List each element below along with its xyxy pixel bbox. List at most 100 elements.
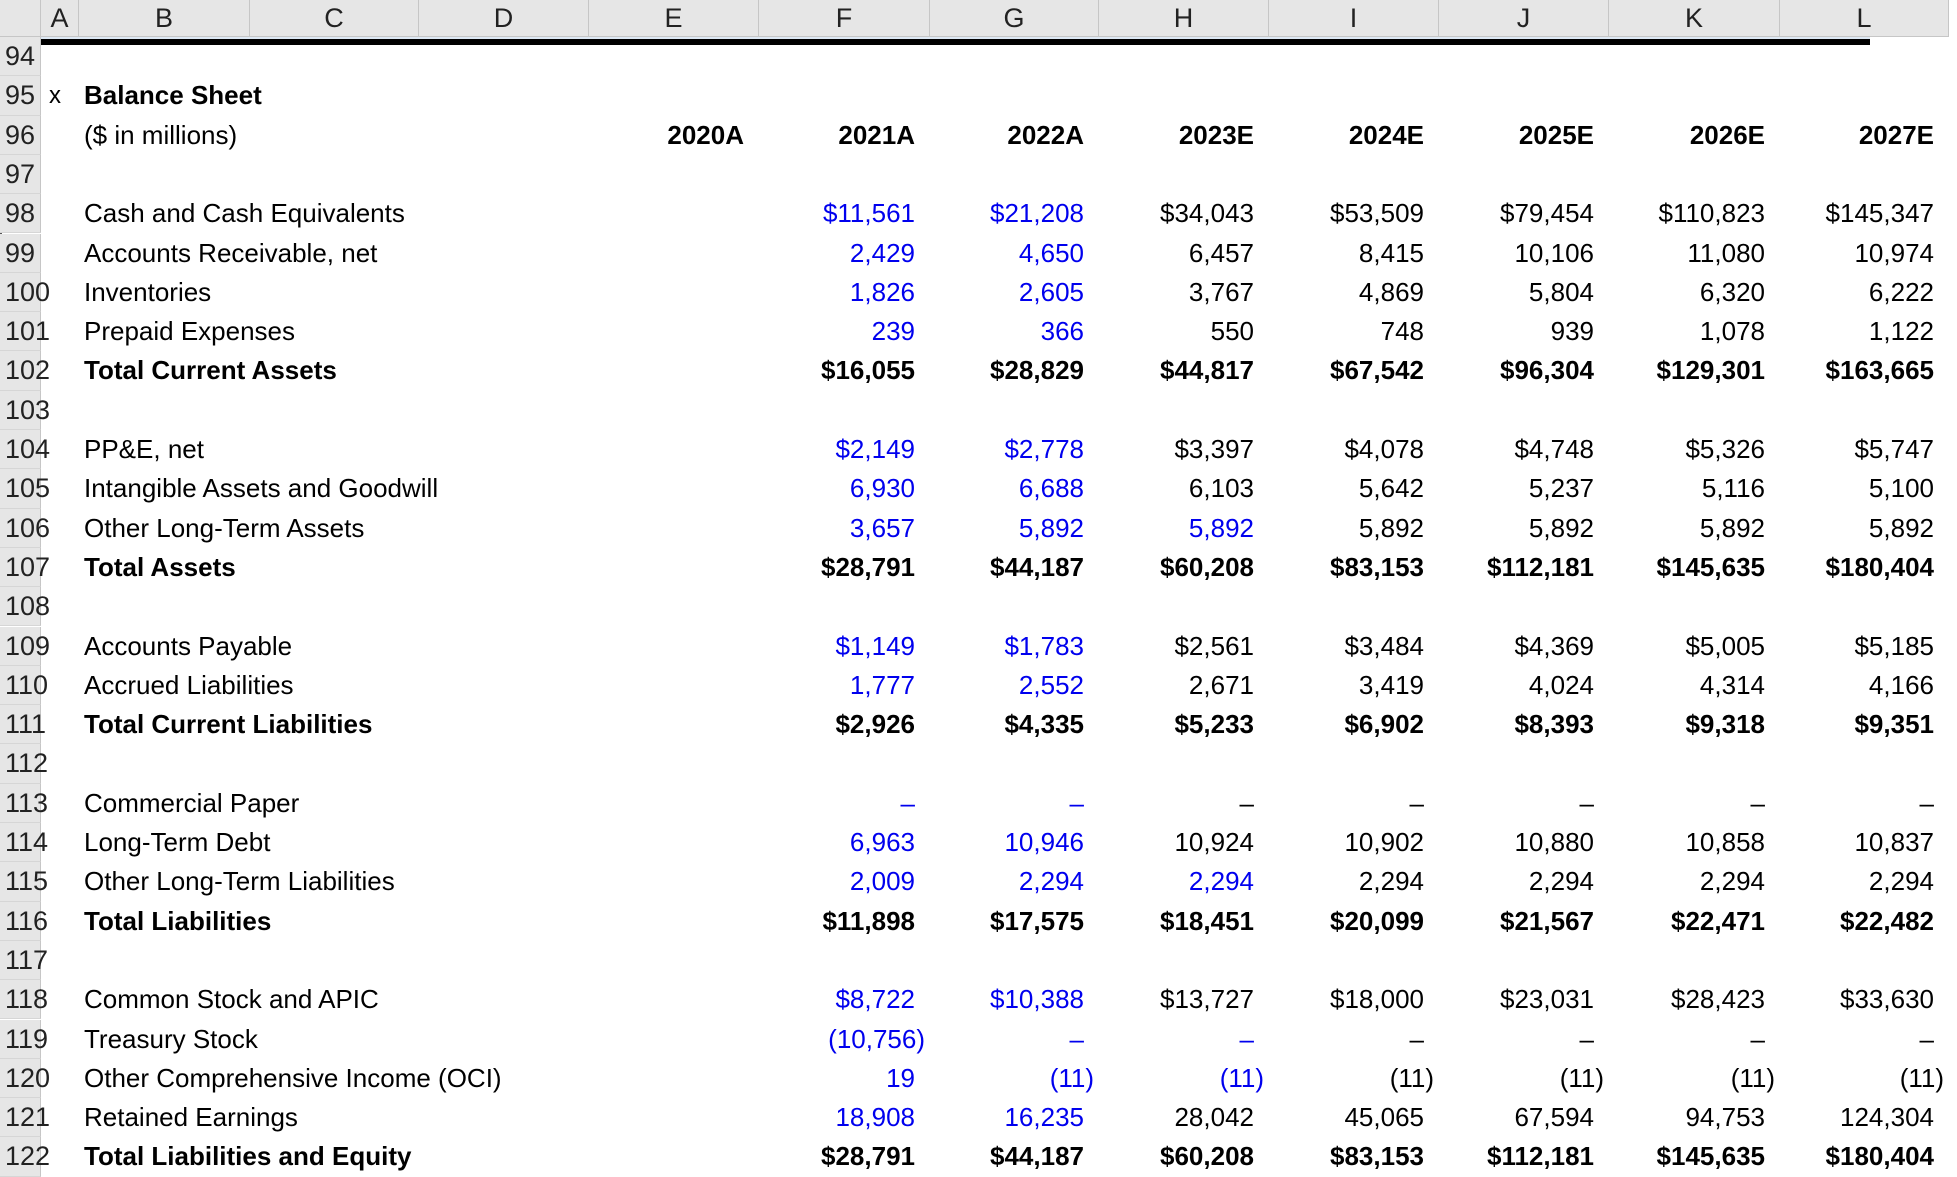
row-header[interactable]: 108	[0, 587, 50, 627]
cell-value: –	[1750, 787, 1765, 818]
column-header[interactable]: H	[1099, 0, 1269, 37]
cell-value: $5,747	[1854, 434, 1934, 464]
row-header[interactable]: 95	[0, 76, 41, 116]
row-label: ($ in millions)	[84, 119, 238, 150]
cell-value: $9,318	[1685, 709, 1765, 740]
row-header[interactable]: 112	[0, 744, 48, 784]
row-header[interactable]: 114	[0, 823, 48, 863]
cell-value: 6,457	[1188, 237, 1254, 268]
row-header[interactable]: 109	[0, 626, 50, 666]
row-header[interactable]: 118	[0, 980, 48, 1020]
cell-value: $2,561	[1174, 630, 1254, 661]
cell-value: $28,829	[990, 355, 1084, 386]
row-label: Treasury Stock	[84, 1023, 258, 1054]
cell-value: $28,423	[1671, 984, 1765, 1015]
row-header[interactable]: 100	[0, 272, 50, 313]
row-header[interactable]: 119	[0, 1019, 48, 1059]
cell-value: 5,892	[1018, 512, 1084, 543]
cell-value: 6,930	[849, 473, 915, 504]
column-header[interactable]: E	[589, 0, 759, 37]
column-header[interactable]: B	[79, 0, 250, 37]
column-header[interactable]: G	[930, 0, 1099, 37]
cell-value: 6,963	[849, 827, 915, 857]
cell-value: 10,837	[1854, 827, 1934, 857]
cell-value: 2,605	[1018, 276, 1084, 307]
row-header[interactable]: 110	[0, 665, 48, 706]
row-header[interactable]: 102	[0, 351, 50, 391]
cell-value: $2,778	[1004, 434, 1084, 464]
cell-value: 4,869	[1358, 276, 1424, 307]
year-header: 2022A	[1007, 119, 1084, 150]
row-header[interactable]: 115	[0, 862, 48, 902]
cell-value: $5,185	[1854, 630, 1934, 661]
cell-value: 2,552	[1018, 669, 1084, 700]
cell-value: –	[1069, 1023, 1084, 1054]
cell-value: –	[1409, 1023, 1424, 1054]
cell-value: 1,078	[1699, 316, 1765, 347]
row-header[interactable]: 111	[0, 705, 46, 745]
row-header[interactable]: 113	[0, 783, 48, 823]
cell-value: $20,099	[1330, 905, 1424, 936]
cell-value: $2,926	[835, 709, 915, 740]
cell-value: $5,233	[1174, 709, 1254, 740]
cell-value: $5,326	[1685, 434, 1765, 464]
cell-value: 4,024	[1528, 669, 1594, 700]
cell-value: 6,320	[1699, 276, 1765, 307]
cell-value: 6,688	[1018, 473, 1084, 504]
row-header[interactable]: 106	[0, 508, 50, 548]
column-header[interactable]: A	[41, 0, 79, 37]
row-header[interactable]: 116	[0, 901, 48, 941]
cell-value: –	[1919, 1023, 1934, 1054]
cell-value: 19	[886, 1062, 915, 1093]
column-header[interactable]: K	[1609, 0, 1780, 37]
row-header[interactable]: 121	[0, 1098, 50, 1138]
row-header[interactable]: 107	[0, 547, 50, 588]
column-header[interactable]: J	[1439, 0, 1609, 37]
cell-value: $1,783	[1004, 630, 1084, 661]
cell-value: $44,817	[1160, 355, 1254, 386]
row-header[interactable]: 98	[0, 194, 41, 234]
row-header[interactable]: 120	[0, 1058, 50, 1099]
cell-value: $21,567	[1500, 905, 1594, 936]
cell-value: 5,892	[1699, 512, 1765, 543]
row-header[interactable]: 104	[0, 430, 50, 470]
cell-value: $83,153	[1330, 551, 1424, 582]
cell-value: 5,642	[1358, 473, 1424, 504]
row-label: Total Liabilities	[84, 905, 272, 936]
row-header[interactable]: 103	[0, 390, 50, 430]
cell-value: $6,902	[1344, 709, 1424, 740]
column-header[interactable]: D	[419, 0, 589, 37]
row-header[interactable]: 96	[0, 115, 41, 155]
year-header: 2025E	[1518, 119, 1594, 150]
corner	[0, 0, 41, 37]
column-header[interactable]: I	[1269, 0, 1439, 37]
year-header: 2024E	[1348, 119, 1424, 150]
column-header[interactable]: L	[1780, 0, 1949, 37]
row-header[interactable]: 94	[0, 37, 41, 77]
cell-value: $34,043	[1160, 198, 1254, 229]
row-header[interactable]: 105	[0, 469, 50, 509]
column-header[interactable]: C	[250, 0, 419, 37]
row-header[interactable]: 101	[0, 312, 50, 352]
cell-value: $21,208	[990, 198, 1084, 229]
cell-value: $18,000	[1330, 984, 1424, 1015]
cell-value: 5,892	[1868, 512, 1934, 543]
row-header[interactable]: 99	[0, 233, 41, 273]
cell-value: 4,166	[1868, 669, 1934, 700]
row-label: Prepaid Expenses	[84, 316, 296, 347]
cell-value: 4,314	[1699, 669, 1765, 700]
row-header[interactable]: 117	[0, 940, 48, 981]
cell-value: $28,791	[821, 551, 915, 582]
row-label: Accounts Receivable, net	[84, 237, 378, 268]
row-header[interactable]: 97	[0, 154, 41, 195]
row-header[interactable]: 122	[0, 1137, 50, 1177]
cell-value: 10,902	[1344, 827, 1424, 857]
cell-value: $145,347	[1825, 198, 1934, 229]
cell-value: 10,880	[1514, 827, 1594, 857]
cell-value: 2,294	[1358, 866, 1424, 897]
column-header[interactable]: F	[759, 0, 930, 37]
cell-value: (11)	[1219, 1062, 1264, 1093]
cell-value: $163,665	[1825, 355, 1934, 386]
cell-value: $8,722	[835, 984, 915, 1015]
cell-value: 10,974	[1854, 237, 1934, 268]
